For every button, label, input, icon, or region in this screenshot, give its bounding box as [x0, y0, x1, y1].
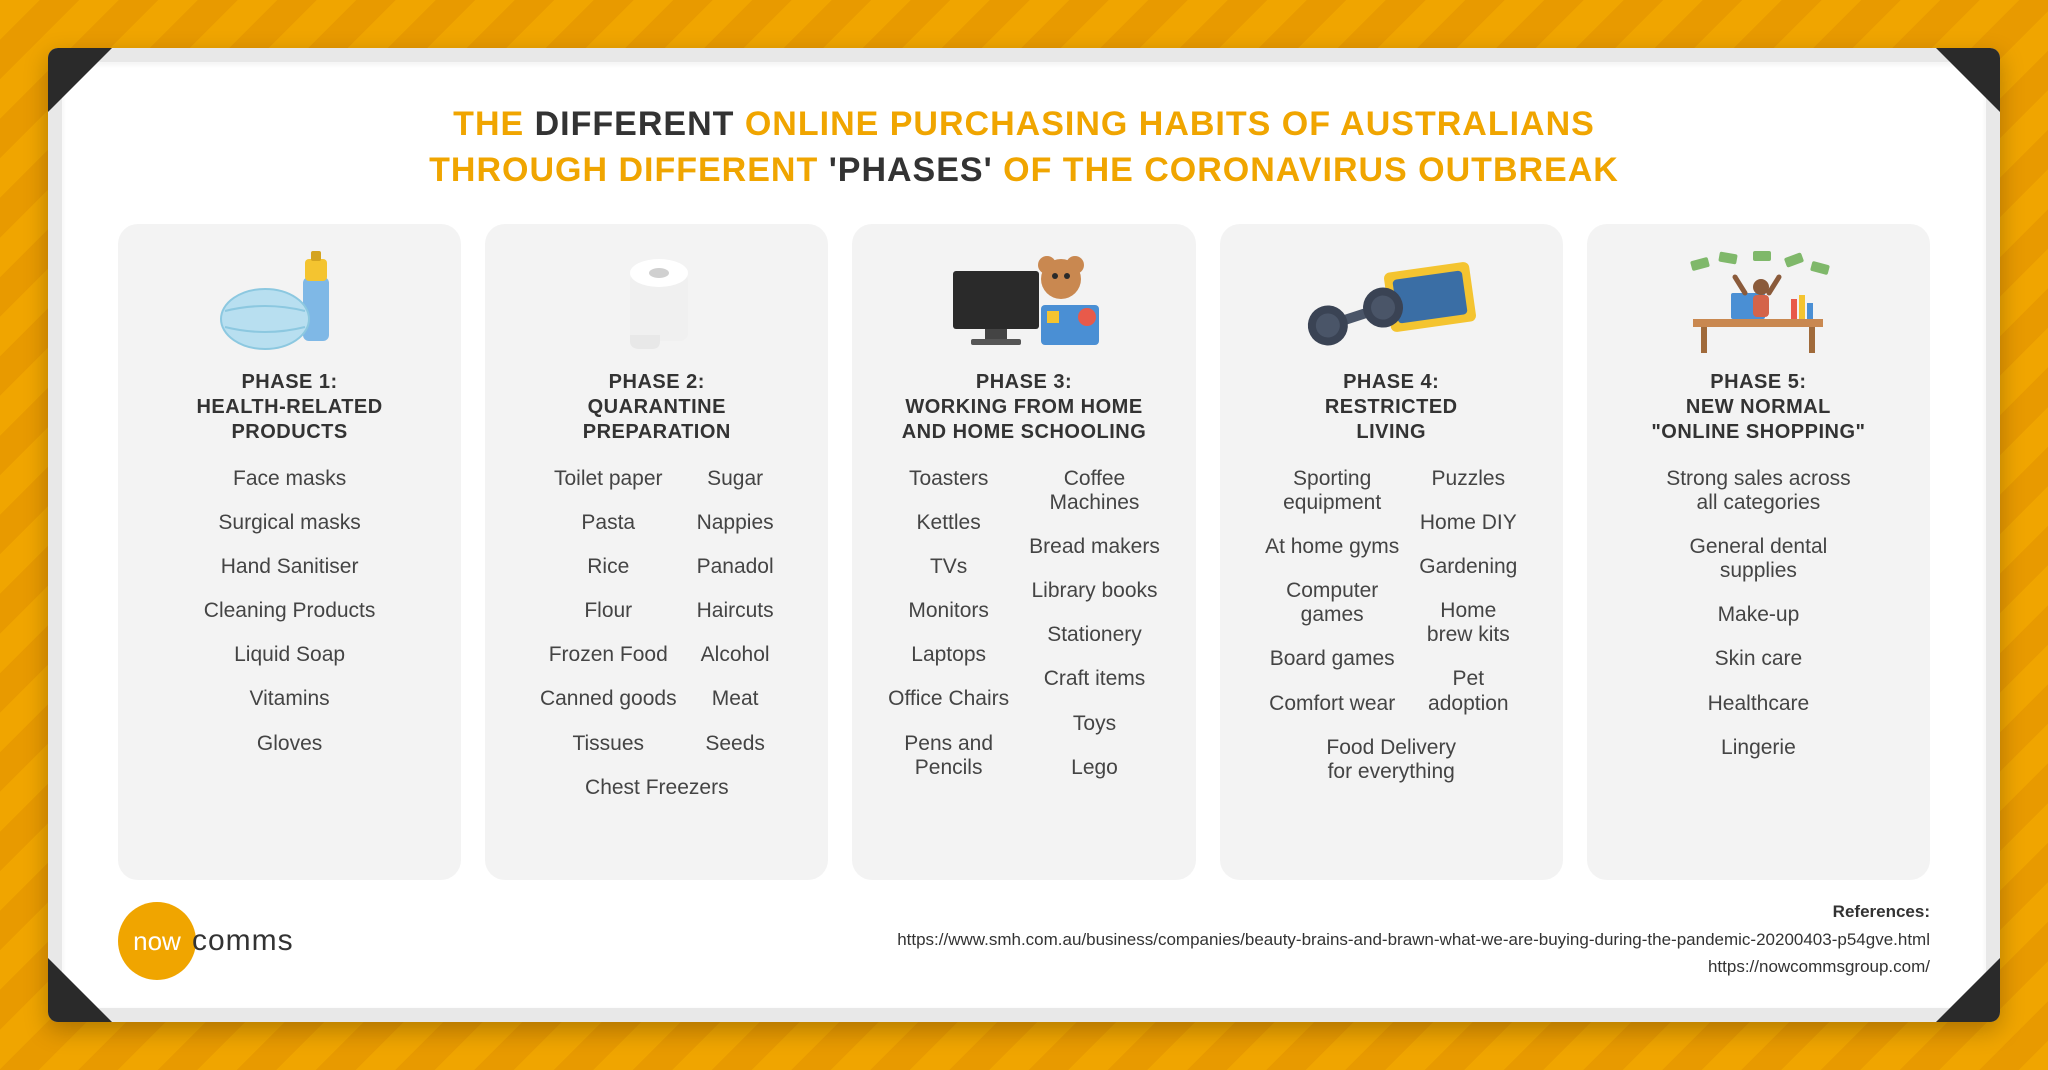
phase-card-3: PHASE 3: WORKING FROM HOME AND HOME SCHO… [852, 224, 1195, 881]
list-item: Strong sales across all categories [1666, 467, 1850, 515]
dumbbell-board-icon [1301, 244, 1481, 364]
list-item: Seeds [705, 732, 765, 756]
title-text: OF THE CORONAVIRUS OUTBREAK [993, 151, 1619, 189]
list-item-span: Chest Freezers [585, 776, 729, 800]
phase-cards-row: PHASE 1: HEALTH-RELATED PRODUCTS Face ma… [118, 224, 1930, 881]
nowcomms-logo: now comms [118, 902, 294, 980]
list-item: Nappies [697, 511, 774, 535]
item-list: Strong sales across all categories Gener… [1666, 467, 1850, 760]
list-item: Sugar [707, 467, 763, 491]
list-item: Laptops [911, 643, 986, 667]
item-list: Face masks Surgical masks Hand Sanitiser… [204, 467, 376, 756]
item-columns: Sporting equipment At home gyms Computer… [1242, 467, 1541, 716]
list-item: Home DIY [1420, 511, 1517, 535]
reference-line: https://nowcommsgroup.com/ [897, 953, 1930, 980]
list-item: Pens and Pencils [904, 732, 993, 780]
logo-circle: now [118, 902, 196, 980]
list-item: General dental supplies [1690, 535, 1828, 583]
phase-title: PHASE 5: NEW NORMAL "ONLINE SHOPPING" [1651, 370, 1865, 445]
list-item: Vitamins [250, 687, 330, 711]
list-item: Coffee Machines [1050, 467, 1140, 515]
phase-title: PHASE 2: QUARANTINE PREPARATION [583, 370, 731, 445]
list-item: Kettles [917, 511, 981, 535]
logo-text: comms [192, 924, 294, 958]
list-item: Liquid Soap [234, 643, 345, 667]
title-text: THROUGH DIFFERENT [429, 151, 829, 189]
list-item: Toys [1073, 712, 1116, 736]
whiteboard-frame: THE DIFFERENT ONLINE PURCHASING HABITS O… [48, 48, 2000, 1022]
list-item-span: Food Delivery for everything [1326, 736, 1456, 784]
list-item: Alcohol [701, 643, 770, 667]
whiteboard: THE DIFFERENT ONLINE PURCHASING HABITS O… [62, 62, 1986, 1008]
phase-card-1: PHASE 1: HEALTH-RELATED PRODUCTS Face ma… [118, 224, 461, 881]
list-item: Haircuts [697, 599, 774, 623]
list-item: Rice [587, 555, 629, 579]
references: References: https://www.smh.com.au/busin… [897, 898, 1930, 980]
list-item: Cleaning Products [204, 599, 376, 623]
phase-title: PHASE 3: WORKING FROM HOME AND HOME SCHO… [902, 370, 1147, 445]
list-item: Comfort wear [1269, 692, 1395, 716]
item-columns: Toasters Kettles TVs Monitors Laptops Of… [874, 467, 1173, 780]
toilet-paper-icon [602, 244, 712, 364]
list-item: Toasters [909, 467, 988, 491]
list-item: Toilet paper [554, 467, 663, 491]
list-item: Meat [712, 687, 759, 711]
monitor-toys-icon [939, 244, 1109, 364]
list-item: Lego [1071, 756, 1118, 780]
list-item: Hand Sanitiser [221, 555, 359, 579]
item-columns: Toilet paper Pasta Rice Flour Frozen Foo… [507, 467, 806, 756]
list-item: Puzzles [1432, 467, 1506, 491]
list-item: Gardening [1419, 555, 1517, 579]
list-item: Skin care [1715, 647, 1803, 671]
list-item: Surgical masks [218, 511, 360, 535]
list-item: Face masks [233, 467, 346, 491]
title-emphasis: DIFFERENT [535, 105, 735, 143]
list-item: Monitors [908, 599, 989, 623]
list-item: Frozen Food [549, 643, 668, 667]
list-item: Gloves [257, 732, 322, 756]
phase-card-5: PHASE 5: NEW NORMAL "ONLINE SHOPPING" St… [1587, 224, 1930, 881]
reference-line: https://www.smh.com.au/business/companie… [897, 926, 1930, 953]
item-col-left: Sporting equipment At home gyms Computer… [1265, 467, 1399, 716]
list-item: Craft items [1044, 667, 1146, 691]
list-item: Make-up [1718, 603, 1800, 627]
list-item: Pasta [581, 511, 635, 535]
list-item: Pet adoption [1428, 667, 1509, 715]
phase-title: PHASE 4: RESTRICTED LIVING [1325, 370, 1458, 445]
desk-money-icon [1673, 244, 1843, 364]
item-col-right: Coffee Machines Bread makers Library boo… [1029, 467, 1160, 780]
list-item: Panadol [697, 555, 774, 579]
title-emphasis: 'PHASES' [829, 151, 993, 189]
list-item: Board games [1270, 647, 1395, 671]
list-item: Office Chairs [888, 687, 1009, 711]
list-item: At home gyms [1265, 535, 1399, 559]
list-item: Healthcare [1708, 692, 1810, 716]
list-item: Lingerie [1721, 736, 1796, 760]
phase-card-4: PHASE 4: RESTRICTED LIVING Sporting equi… [1220, 224, 1563, 881]
list-item: Tissues [572, 732, 644, 756]
title-text: THE [453, 105, 534, 143]
item-col-left: Toilet paper Pasta Rice Flour Frozen Foo… [540, 467, 677, 756]
item-col-right: Sugar Nappies Panadol Haircuts Alcohol M… [697, 467, 774, 756]
infographic-title: THE DIFFERENT ONLINE PURCHASING HABITS O… [118, 102, 1930, 194]
list-item: TVs [930, 555, 967, 579]
title-text: ONLINE PURCHASING HABITS OF AUSTRALIANS [734, 105, 1594, 143]
phase-card-2: PHASE 2: QUARANTINE PREPARATION Toilet p… [485, 224, 828, 881]
item-col-right: Puzzles Home DIY Gardening Home brew kit… [1419, 467, 1517, 716]
list-item: Sporting equipment [1283, 467, 1381, 515]
mask-sanitiser-icon [215, 244, 365, 364]
list-item: Canned goods [540, 687, 677, 711]
list-item: Stationery [1047, 623, 1142, 647]
list-item: Home brew kits [1427, 599, 1510, 647]
list-item: Computer games [1286, 579, 1378, 627]
list-item: Library books [1031, 579, 1157, 603]
list-item: Bread makers [1029, 535, 1160, 559]
footer: now comms References: https://www.smh.co… [118, 898, 1930, 980]
phase-title: PHASE 1: HEALTH-RELATED PRODUCTS [196, 370, 382, 445]
references-label: References: [897, 898, 1930, 925]
item-col-left: Toasters Kettles TVs Monitors Laptops Of… [888, 467, 1009, 780]
list-item: Flour [584, 599, 632, 623]
